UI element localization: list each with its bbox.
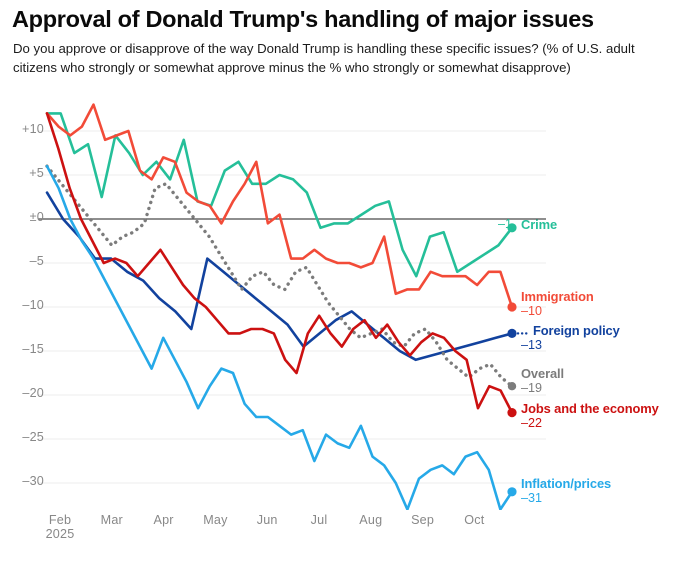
legend-value-foreign-policy: –13 bbox=[521, 338, 543, 352]
y-axis-tick-label: –30 bbox=[22, 474, 44, 488]
x-axis-tick-label: Jul bbox=[310, 513, 328, 527]
legend-value-jobs-and-the-economy: –22 bbox=[521, 416, 543, 430]
gridlines bbox=[38, 130, 546, 484]
series-line-immigration bbox=[45, 103, 514, 309]
x-axis-tick-label: Mar bbox=[100, 513, 123, 527]
legend-label-crime: Crime bbox=[521, 217, 558, 232]
y-axis-tick-label: +5 bbox=[29, 166, 44, 180]
endpoint-dot-crime bbox=[507, 223, 517, 233]
legend-value-immigration: –10 bbox=[521, 304, 543, 318]
y-axis-tick-label: ±0 bbox=[29, 210, 44, 224]
chart-svg bbox=[38, 103, 546, 510]
legend-value-crime: –1 bbox=[498, 217, 513, 231]
x-axis-tick-label: Apr bbox=[153, 513, 174, 527]
endpoint-dot-foreign-policy bbox=[507, 328, 517, 338]
legend-value-overall: –19 bbox=[521, 381, 543, 395]
y-axis-tick-label: –25 bbox=[22, 430, 44, 444]
plot-area bbox=[0, 95, 680, 510]
series-line-crime bbox=[45, 112, 514, 278]
x-axis-year-label: 2025 bbox=[45, 527, 75, 541]
series-line-jobs-and-the-economy bbox=[45, 112, 514, 414]
x-axis-tick-label: Jun bbox=[256, 513, 278, 527]
legend-label-inflation-prices: Inflation/prices bbox=[521, 476, 612, 491]
chart-subtitle: Do you approve or disapprove of the way … bbox=[13, 41, 635, 75]
y-axis-tick-label: –15 bbox=[22, 342, 44, 356]
page-title: Approval of Donald Trump's handling of m… bbox=[12, 6, 594, 32]
series-endpoint-dots bbox=[507, 223, 517, 497]
y-axis-tick-label: +10 bbox=[22, 122, 44, 136]
endpoint-dot-immigration bbox=[507, 302, 517, 312]
endpoint-dot-jobs-and-the-economy bbox=[507, 408, 517, 418]
legend-label-immigration: Immigration bbox=[521, 289, 594, 304]
x-axis-tick-label: Oct bbox=[464, 513, 485, 527]
endpoint-dot-inflation-prices bbox=[507, 487, 517, 497]
endpoint-dot-overall bbox=[507, 382, 517, 391]
y-axis-tick-label: –5 bbox=[29, 254, 44, 268]
y-axis-tick-label: –10 bbox=[22, 298, 44, 312]
series-line-overall bbox=[45, 164, 514, 388]
legend-label-foreign-policy: Foreign policy bbox=[533, 323, 620, 338]
x-axis-tick-label: Feb 2025 bbox=[30, 513, 90, 541]
x-axis-tick-label: Aug bbox=[359, 513, 383, 527]
x-axis-tick-label: May bbox=[203, 513, 228, 527]
legend-value-inflation-prices: –31 bbox=[521, 491, 543, 505]
series-line-inflation-prices bbox=[45, 164, 514, 510]
series-line-foreign-policy bbox=[45, 191, 514, 362]
y-axis-tick-label: –20 bbox=[22, 386, 44, 400]
series-lines bbox=[45, 103, 514, 510]
legend-label-overall: Overall bbox=[521, 366, 565, 381]
legend-label-jobs-and-the-economy: Jobs and the economy bbox=[521, 401, 659, 416]
x-axis-tick-label: Sep bbox=[411, 513, 435, 527]
